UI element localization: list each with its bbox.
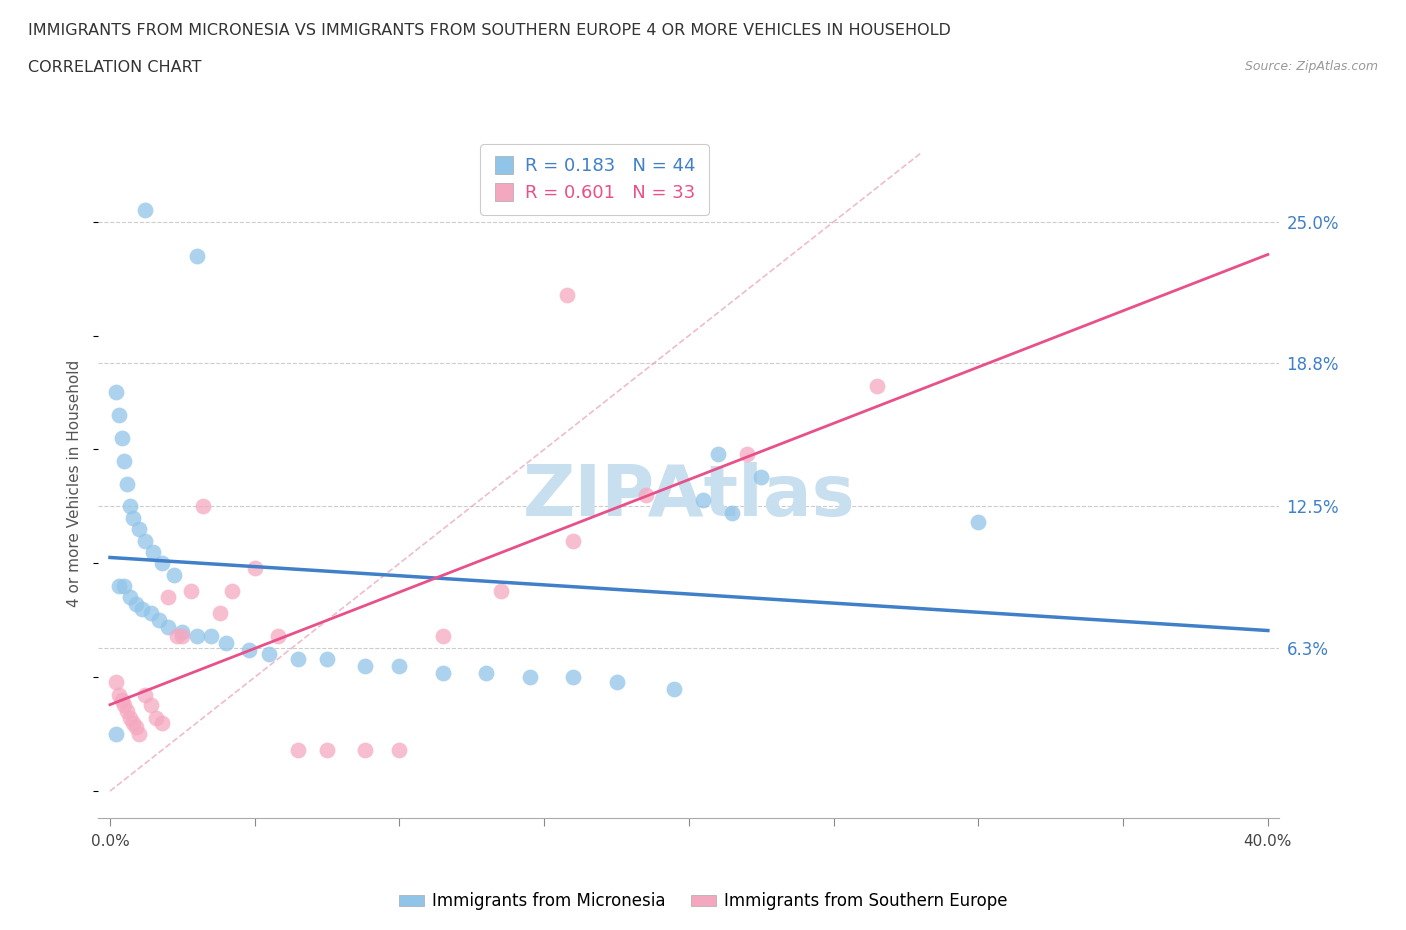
Point (287, 743, 309, 758)
Point (139, 698, 162, 712)
Point (122, 511, 145, 525)
Point (721, 506, 744, 521)
Point (114, 578, 136, 593)
Point (163, 567, 186, 582)
Point (120, 711, 142, 725)
Point (557, 287, 579, 302)
Point (114, 454, 136, 469)
Y-axis label: 4 or more Vehicles in Household: 4 or more Vehicles in Household (67, 360, 83, 607)
Point (125, 597, 148, 612)
Point (866, 379, 889, 393)
Point (134, 533, 156, 548)
Legend: Immigrants from Micronesia, Immigrants from Southern Europe: Immigrants from Micronesia, Immigrants f… (392, 885, 1014, 917)
Text: ZIPAtlas: ZIPAtlas (523, 462, 855, 531)
Point (156, 590, 179, 604)
Point (316, 743, 339, 758)
Point (186, 248, 208, 263)
Point (107, 578, 129, 593)
Point (562, 670, 585, 684)
Point (120, 498, 142, 513)
Point (606, 674, 628, 689)
Point (208, 606, 231, 621)
Point (432, 629, 454, 644)
Point (107, 688, 129, 703)
Point (107, 408, 129, 423)
Point (172, 629, 194, 644)
Text: CORRELATION CHART: CORRELATION CHART (28, 60, 201, 75)
Point (257, 647, 280, 662)
Point (117, 476, 139, 491)
Point (110, 693, 132, 708)
Point (221, 583, 243, 598)
Point (664, 681, 686, 696)
Point (735, 446, 758, 461)
Point (134, 203, 156, 218)
Point (148, 613, 170, 628)
Point (131, 602, 153, 617)
Legend: R = 0.183   N = 44, R = 0.601   N = 33: R = 0.183 N = 44, R = 0.601 N = 33 (481, 144, 709, 215)
Point (114, 698, 136, 712)
Point (142, 544, 165, 559)
Point (388, 658, 411, 673)
Point (180, 583, 202, 598)
Point (287, 652, 309, 667)
Point (117, 704, 139, 719)
Point (562, 533, 585, 548)
Point (128, 726, 150, 741)
Point (432, 665, 454, 680)
Point (634, 487, 657, 502)
Point (150, 556, 173, 571)
Point (316, 652, 339, 667)
Point (749, 470, 772, 485)
Point (243, 561, 266, 576)
Point (388, 743, 411, 758)
Point (122, 715, 145, 730)
Point (191, 498, 214, 513)
Point (967, 515, 990, 530)
Point (145, 711, 167, 725)
Point (353, 658, 375, 673)
Point (353, 743, 375, 758)
Point (166, 629, 188, 644)
Text: Source: ZipAtlas.com: Source: ZipAtlas.com (1244, 60, 1378, 73)
Point (186, 629, 208, 644)
Point (692, 492, 714, 507)
Point (128, 522, 150, 537)
Point (156, 619, 179, 634)
Point (139, 606, 162, 621)
Point (150, 715, 173, 730)
Point (475, 665, 498, 680)
Point (134, 688, 156, 703)
Point (104, 726, 127, 741)
Point (489, 583, 512, 598)
Point (172, 624, 194, 639)
Point (267, 629, 290, 644)
Point (104, 674, 127, 689)
Point (120, 590, 142, 604)
Point (238, 643, 260, 658)
Point (104, 385, 127, 400)
Point (200, 629, 222, 644)
Point (215, 635, 238, 650)
Point (110, 431, 132, 445)
Point (519, 670, 541, 684)
Text: IMMIGRANTS FROM MICRONESIA VS IMMIGRANTS FROM SOUTHERN EUROPE 4 OR MORE VEHICLES: IMMIGRANTS FROM MICRONESIA VS IMMIGRANTS… (28, 23, 950, 38)
Point (707, 446, 730, 461)
Point (125, 720, 148, 735)
